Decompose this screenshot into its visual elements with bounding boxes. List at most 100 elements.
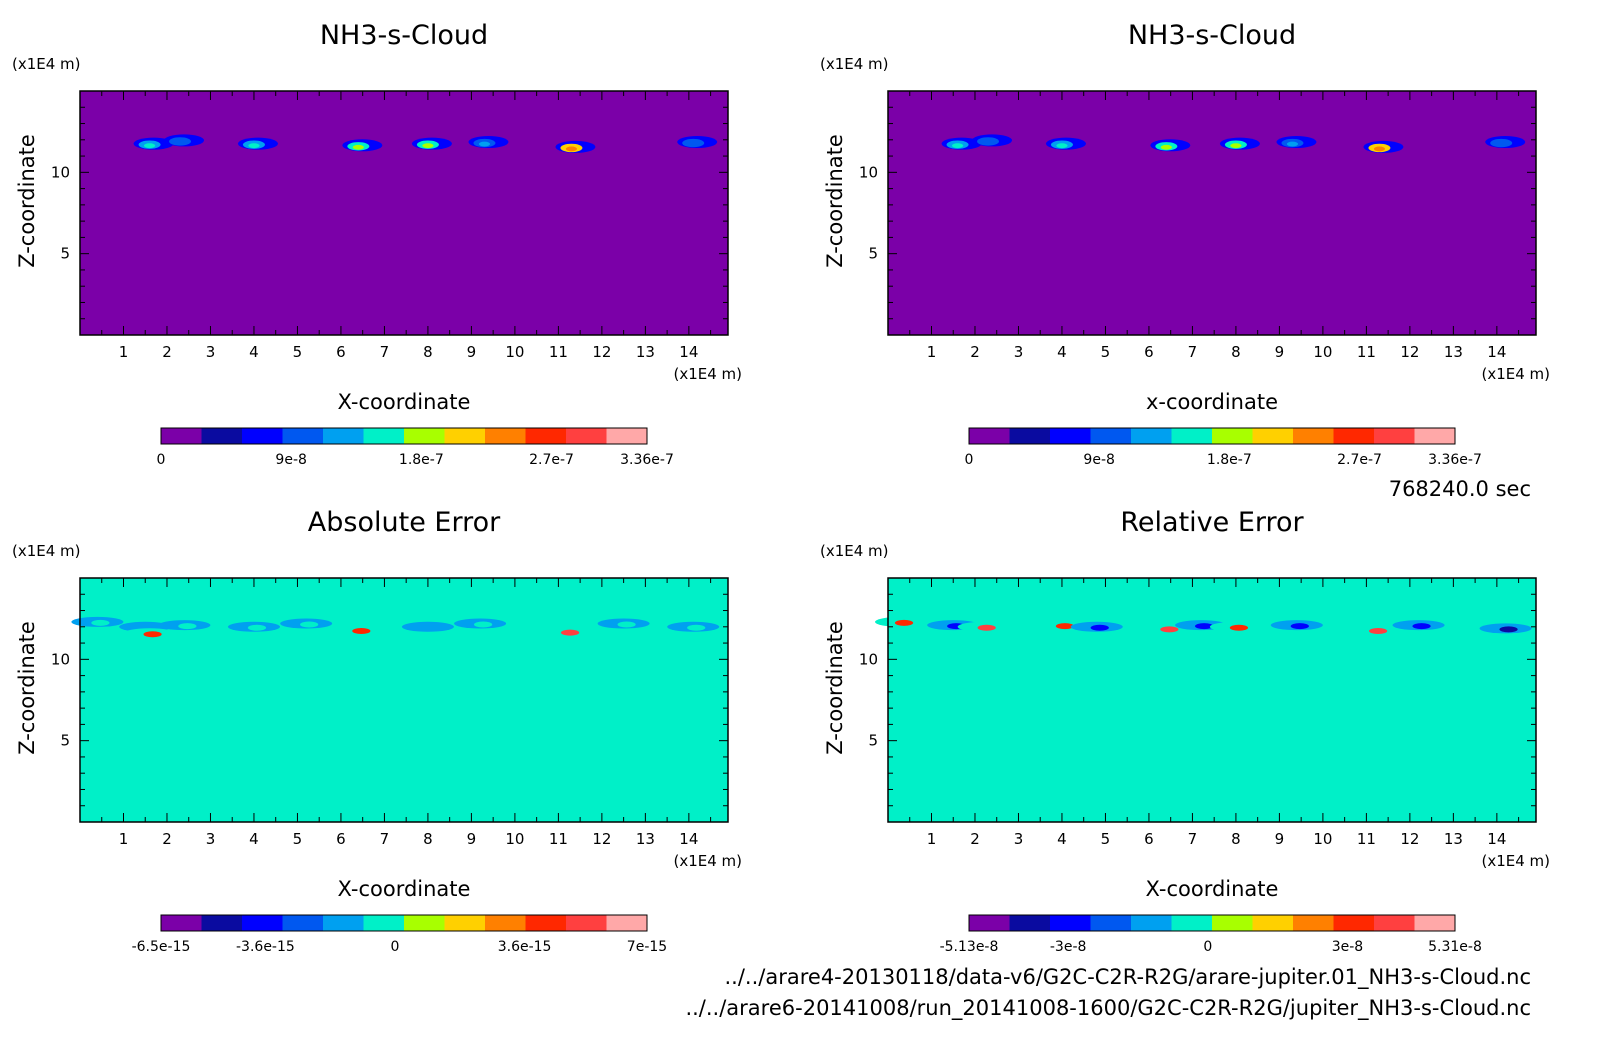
chart-title: NH3-s-Cloud <box>320 20 488 51</box>
error-feature-core <box>247 624 267 631</box>
colorbar-segment <box>1050 428 1091 444</box>
x-tick-label: 12 <box>592 830 611 848</box>
colorbar-tick-label: -3.6e-15 <box>236 939 295 955</box>
x-tick-label: 9 <box>467 343 477 361</box>
error-feature-core <box>91 619 110 626</box>
x-tick-label: 2 <box>970 343 980 361</box>
colorbar-tick-label: 0 <box>1203 939 1212 955</box>
x-tick-label: 5 <box>1101 830 1111 848</box>
colorbar-segment <box>1171 915 1213 931</box>
colorbar-tick-label: 9e-8 <box>1083 452 1114 468</box>
x-tick-label: 4 <box>249 343 259 361</box>
x-tick-label: 11 <box>1357 343 1376 361</box>
x-tick-label: 13 <box>1444 830 1463 848</box>
colorbar-segment <box>323 428 364 444</box>
colorbar-tick-label: 1.8e-7 <box>399 452 444 468</box>
x-tick-label: 9 <box>1275 830 1285 848</box>
error-feature-core <box>300 621 319 628</box>
chart-panel-1: NH3-s-Cloud(x1E4 m)1 2 3 4 5 6 7 8 9 10 11 12 13 1451… <box>12 20 742 468</box>
contour-feature-core <box>1495 141 1507 147</box>
field-background <box>888 578 1536 822</box>
x-tick-label: 1 <box>927 343 937 361</box>
error-feature-core <box>474 621 493 628</box>
y-axis-label: Z-coordinate <box>823 621 847 755</box>
colorbar-segment <box>1212 428 1253 444</box>
contour-feature-core <box>1286 141 1299 147</box>
colorbar-segment <box>161 915 202 931</box>
colorbar-tick-label: 3.36e-7 <box>620 452 674 468</box>
x-tick-label: 14 <box>1487 343 1506 361</box>
colorbar-segment <box>1009 428 1051 444</box>
error-feature-core <box>894 619 914 626</box>
colorbar-segment <box>1252 915 1294 931</box>
colorbar-segment <box>566 915 607 931</box>
colorbar-tick-label: 7e-15 <box>627 939 667 955</box>
contour-feature-core <box>1160 144 1172 150</box>
colorbar-segment <box>1333 428 1375 444</box>
y-tick-label: 10 <box>51 163 70 181</box>
colorbar-segment <box>404 915 445 931</box>
colorbar-segment <box>485 428 526 444</box>
error-feature-core <box>178 623 197 630</box>
plot-frame <box>887 90 1537 336</box>
colorbar-segment <box>1090 915 1132 931</box>
colorbar-segment <box>969 428 1010 444</box>
x-tick-label: 12 <box>592 343 611 361</box>
colorbar-segment <box>363 915 405 931</box>
x-tick-label: 6 <box>1144 343 1154 361</box>
colorbar-tick-label: 0 <box>157 452 166 468</box>
plot-frame <box>887 577 1537 823</box>
x-tick-label: 14 <box>679 830 698 848</box>
colorbar-tick-label: -6.5e-15 <box>132 939 191 955</box>
x-tick-label: 11 <box>549 830 568 848</box>
colorbar-tick-label: 0 <box>391 939 400 955</box>
x-tick-label: 6 <box>1144 830 1154 848</box>
colorbar-segment <box>444 428 486 444</box>
chart-title: Relative Error <box>1120 507 1304 538</box>
colorbar-segment <box>242 428 283 444</box>
colorbar-segment <box>1212 915 1253 931</box>
y-unit-label: (x1E4 m) <box>820 542 889 560</box>
x-tick-label: 10 <box>505 343 524 361</box>
colorbar-segment <box>1333 915 1375 931</box>
colorbar-segment <box>201 915 243 931</box>
colorbar-segment <box>1374 428 1415 444</box>
y-tick-label: 5 <box>868 732 878 750</box>
field-background <box>80 91 728 335</box>
colorbar-segment <box>1374 915 1415 931</box>
x-tick-label: 6 <box>336 830 346 848</box>
y-unit-label: (x1E4 m) <box>820 55 889 73</box>
colorbar-frame <box>968 427 1456 445</box>
contour-feature-core <box>1056 143 1068 149</box>
colorbar-tick-label: 3e-8 <box>1332 939 1363 955</box>
colorbar-segment <box>525 915 567 931</box>
colorbar-segment <box>1131 428 1172 444</box>
error-feature-core <box>687 624 706 631</box>
colorbar-segment <box>1414 428 1456 444</box>
colorbar-frame <box>160 914 648 932</box>
x-tick-label: 2 <box>162 343 172 361</box>
plot-frame <box>79 577 729 823</box>
colorbar-tick-label: -3e-8 <box>1050 939 1087 955</box>
error-feature-core <box>1160 626 1179 633</box>
contour-feature-core <box>422 143 434 149</box>
colorbar-segment <box>1050 915 1091 931</box>
error-feature-core <box>1090 624 1109 631</box>
y-tick-label: 10 <box>51 650 70 668</box>
colorbar-frame <box>968 914 1456 932</box>
x-tick-label: 9 <box>1275 343 1285 361</box>
colorbar-tick-label: 5.31e-8 <box>1428 939 1482 955</box>
field-background <box>80 578 728 822</box>
chart-panel-3: Absolute Error(x1E4 m)1 2 3 4 5 6 7 8 9 10 11 12 13 1… <box>12 507 742 955</box>
chart-title: Absolute Error <box>308 507 501 538</box>
x-tick-label: 8 <box>423 343 433 361</box>
chart-title: NH3-s-Cloud <box>1128 20 1296 51</box>
colorbar-segment <box>1414 915 1456 931</box>
colorbar-segment <box>566 428 607 444</box>
x-tick-label: 5 <box>293 343 303 361</box>
colorbar-tick-label: 2.7e-7 <box>529 452 574 468</box>
y-tick-label: 10 <box>859 163 878 181</box>
y-unit-label: (x1E4 m) <box>12 55 81 73</box>
contour-feature-core <box>951 143 964 149</box>
error-feature-core <box>352 628 371 635</box>
